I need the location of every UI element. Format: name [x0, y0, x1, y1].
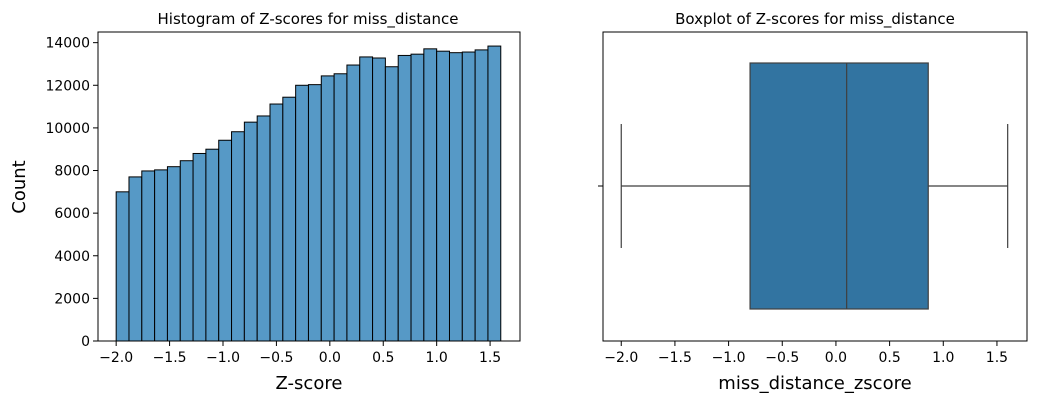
histogram-y-tick-label: 2000 [54, 291, 90, 307]
histogram-bar [359, 56, 374, 342]
boxplot-x-axis-label: miss_distance_zscore [718, 373, 911, 394]
histogram-bar [487, 45, 502, 342]
histogram-y-tick-label: 4000 [54, 249, 90, 265]
histogram-x-tick-label: 1.0 [426, 350, 448, 366]
histogram-x-tick-label: −1.0 [206, 350, 240, 366]
boxplot-x-tick-label: 1.5 [986, 350, 1008, 366]
boxplot-x-tick-label: 0.5 [878, 350, 900, 366]
histogram-bar [384, 66, 399, 342]
histogram-y-tick-label: 6000 [54, 206, 90, 222]
histogram-y-tick-label: 0 [81, 334, 90, 350]
histogram-x-tick-label: −2.0 [99, 350, 133, 366]
histogram-y-tick-label: 8000 [54, 164, 90, 180]
histogram-bar [115, 191, 130, 342]
histogram-bar [243, 121, 258, 342]
histogram-bar [410, 53, 425, 342]
histogram-bar [346, 64, 361, 342]
histogram-bar [448, 52, 463, 342]
boxplot-axes-frame [602, 31, 1028, 342]
histogram-bar [256, 115, 271, 342]
histogram-bar [307, 84, 322, 342]
histogram-bar [179, 160, 194, 342]
histogram-y-tick-label: 14000 [45, 36, 90, 52]
histogram-bar [166, 166, 181, 342]
boxplot-box [749, 62, 929, 310]
histogram-x-tick-label: 0.0 [319, 350, 341, 366]
histogram-y-tick-label: 12000 [45, 78, 90, 94]
histogram-bar [154, 169, 168, 342]
boxplot-panel: Boxplot of Z-scores for miss_distance −2… [598, 10, 1028, 394]
histogram-x-ticks: −2.0 −1.5 −1.0 −0.5 0.0 0.5 1.0 1.5 [99, 341, 501, 366]
histogram-bar [231, 131, 245, 342]
histogram-x-tick-label: −0.5 [259, 350, 293, 366]
histogram-y-ticks: 0 2000 4000 6000 8000 10000 12000 14000 [45, 36, 98, 350]
histogram-bar [128, 176, 143, 342]
histogram-bar [372, 57, 386, 342]
boxplot-x-tick-label: −1.5 [658, 350, 692, 366]
boxplot-x-tick-label: 1.0 [932, 350, 954, 366]
histogram-bar [269, 103, 284, 342]
histogram-bar [218, 139, 233, 342]
boxplot-shapes [620, 62, 1009, 310]
histogram-title: Histogram of Z-scores for miss_distance [158, 10, 459, 29]
boxplot-x-tick-label: 0.0 [825, 350, 847, 366]
histogram-bar [141, 170, 156, 342]
boxplot-title: Boxplot of Z-scores for miss_distance [675, 10, 955, 29]
histogram-x-tick-label: 1.5 [479, 350, 501, 366]
histogram-bar [436, 50, 450, 342]
histogram-bar [461, 51, 476, 342]
histogram-bars [115, 45, 502, 342]
histogram-x-tick-label: −1.5 [153, 350, 187, 366]
histogram-bar [474, 49, 489, 342]
histogram-x-tick-label: 0.5 [372, 350, 394, 366]
boxplot-x-tick-label: −0.5 [765, 350, 799, 366]
histogram-bar [282, 96, 297, 342]
histogram-bar [295, 84, 309, 342]
histogram-bar [205, 148, 220, 342]
histogram-bar [320, 75, 335, 342]
histogram-y-axis-label: Count [9, 160, 30, 213]
boxplot-x-tick-label: −1.0 [712, 350, 746, 366]
boxplot-x-ticks: −2.0 −1.5 −1.0 −0.5 0.0 0.5 1.0 1.5 [604, 341, 1008, 366]
histogram-panel: Histogram of Z-scores for miss_distance … [9, 10, 521, 394]
histogram-y-tick-label: 10000 [45, 121, 90, 137]
histogram-bar [333, 73, 348, 342]
boxplot-x-tick-label: −2.0 [604, 350, 638, 366]
histogram-axes-frame [97, 31, 521, 342]
histogram-bar [397, 54, 412, 342]
histogram-bar [192, 152, 207, 342]
histogram-x-axis-label: Z-score [276, 373, 343, 394]
histogram-bar [423, 48, 438, 342]
